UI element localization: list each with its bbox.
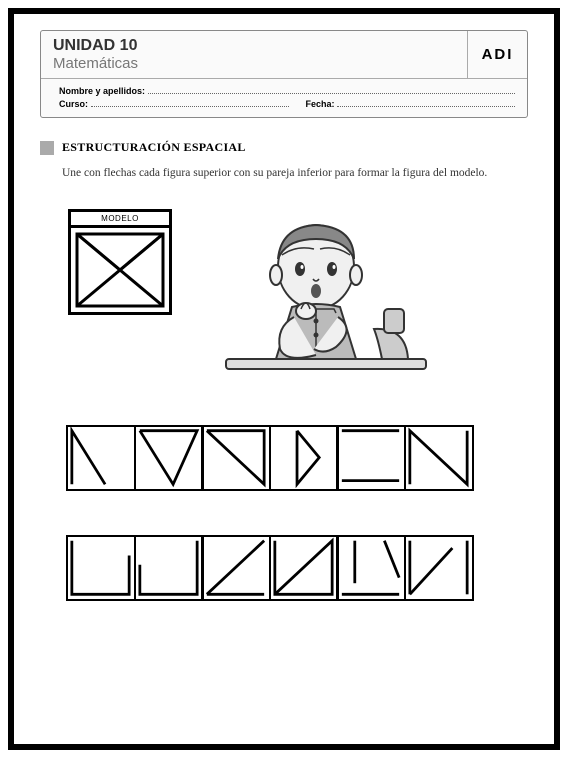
date-input-line[interactable] — [337, 98, 515, 107]
puzzle-tile[interactable] — [201, 425, 271, 491]
model-box: MODELO — [68, 209, 172, 315]
puzzle-tile[interactable] — [336, 425, 406, 491]
worksheet-content: UNIDAD 10 Matemáticas ADI Nombre y apell… — [40, 30, 528, 601]
name-input-line[interactable] — [148, 85, 515, 94]
instructions-text: Une con flechas cada figura superior con… — [62, 165, 528, 181]
model-label: MODELO — [68, 209, 172, 225]
course-date-row: Curso: Fecha: — [59, 98, 515, 109]
model-figure — [68, 225, 172, 315]
puzzle-tile[interactable] — [336, 535, 406, 601]
name-field-row: Nombre y apellidos: — [59, 85, 515, 96]
unit-title: UNIDAD 10 — [53, 37, 455, 55]
tile-row-top — [66, 425, 528, 491]
puzzle-tile[interactable] — [404, 425, 474, 491]
date-label: Fecha: — [305, 99, 334, 109]
header-fields: Nombre y apellidos: Curso: Fecha: — [41, 79, 527, 117]
boy-thinking-illustration — [206, 209, 446, 399]
puzzle-tile[interactable] — [66, 535, 136, 601]
course-label: Curso: — [59, 99, 88, 109]
course-input-line[interactable] — [91, 98, 289, 107]
puzzle-tile[interactable] — [134, 425, 204, 491]
puzzle-tile[interactable] — [404, 535, 474, 601]
model-area: MODELO — [68, 209, 528, 399]
unit-block: UNIDAD 10 Matemáticas — [41, 31, 467, 78]
puzzle-tile[interactable] — [66, 425, 136, 491]
adi-badge: ADI — [467, 31, 527, 78]
puzzle-tile[interactable] — [269, 535, 339, 601]
subject-title: Matemáticas — [53, 55, 455, 72]
header-top: UNIDAD 10 Matemáticas ADI — [41, 31, 527, 79]
section-heading: ESTRUCTURACIÓN ESPACIAL — [40, 140, 528, 155]
header-box: UNIDAD 10 Matemáticas ADI Nombre y apell… — [40, 30, 528, 118]
puzzle-tile[interactable] — [201, 535, 271, 601]
name-label: Nombre y apellidos: — [59, 86, 145, 96]
puzzle-tile[interactable] — [269, 425, 339, 491]
section-title-text: ESTRUCTURACIÓN ESPACIAL — [62, 140, 246, 155]
puzzle-tile[interactable] — [134, 535, 204, 601]
tile-row-bottom — [66, 535, 528, 601]
section-marker-icon — [40, 141, 54, 155]
